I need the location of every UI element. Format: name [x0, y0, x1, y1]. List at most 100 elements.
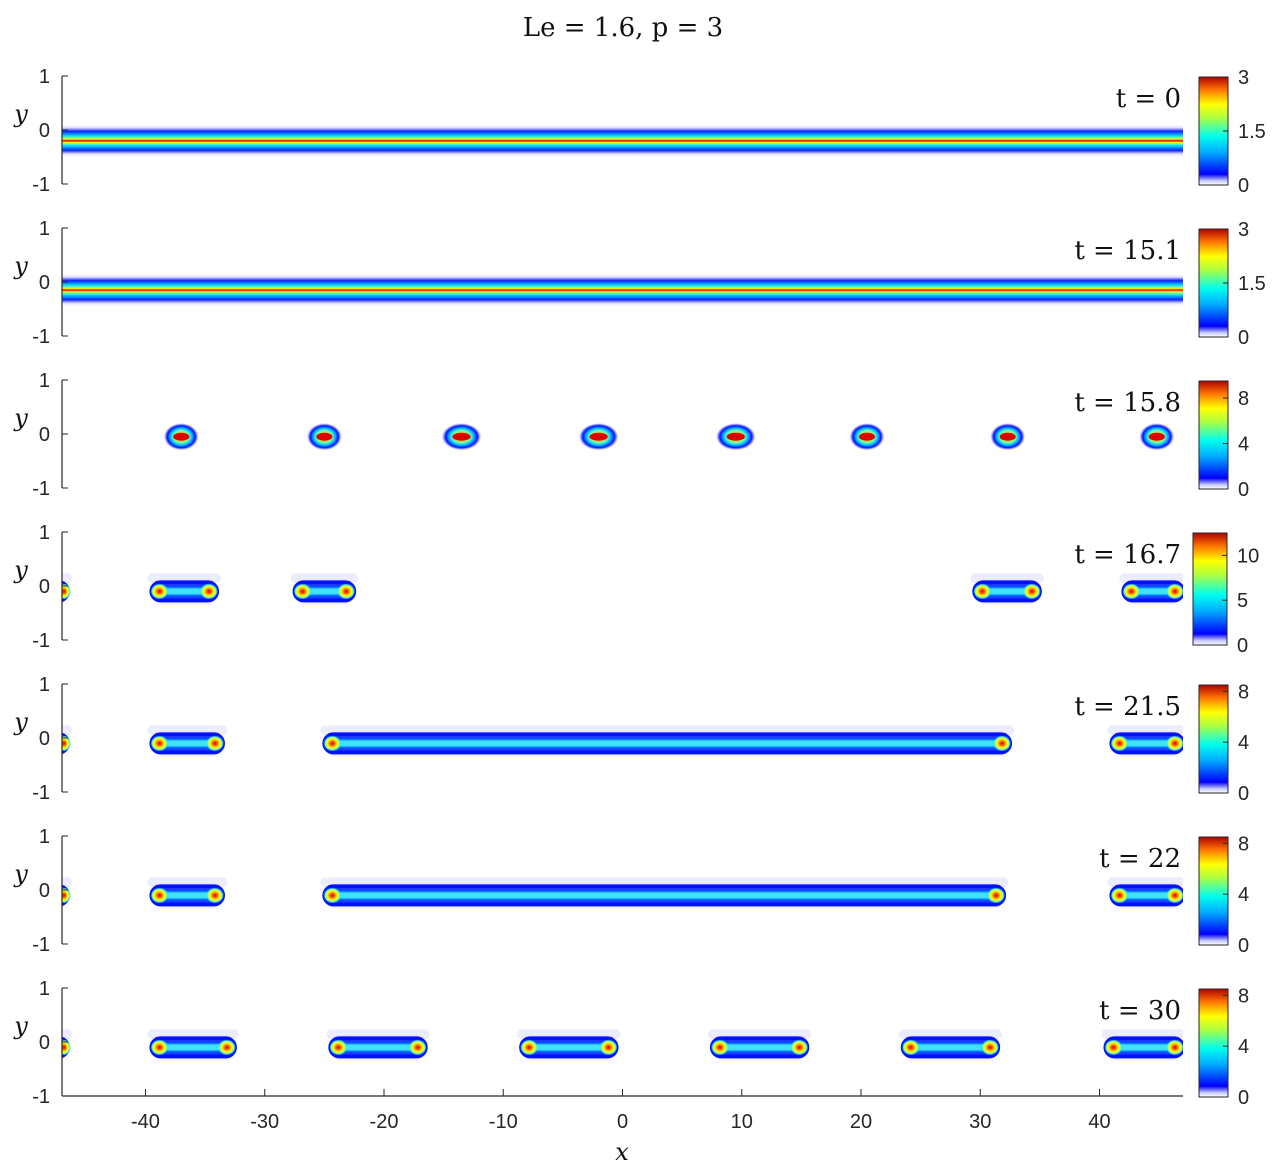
spot-core — [858, 432, 876, 441]
colorbar-tick-label: 0 — [1238, 327, 1249, 349]
structure-segment — [320, 877, 1009, 911]
y-tick-label: 0 — [39, 424, 50, 446]
halo — [62, 877, 72, 888]
colorbar-tick-label: 5 — [1237, 590, 1248, 612]
colorbar-tick-label: 8 — [1238, 681, 1249, 703]
colorbar — [1198, 836, 1229, 946]
panel-0: 1 0 -1 y t = 0 3 1.5 0 — [13, 66, 1266, 197]
halo — [62, 1029, 72, 1040]
x-tick-label: -10 — [489, 1111, 518, 1133]
segment-tip-right — [1166, 735, 1183, 752]
structure-segment — [1101, 1029, 1183, 1063]
segment-tip-right — [1166, 583, 1183, 600]
colorbar-tick-label: 3 — [1238, 219, 1249, 241]
segment-core — [1113, 1044, 1175, 1051]
x-tick-label: 30 — [969, 1111, 991, 1133]
y-tick-label: 0 — [39, 272, 50, 294]
colorbar — [1192, 532, 1228, 646]
y-tick-label: 0 — [39, 1032, 50, 1054]
structure-cap — [62, 1029, 72, 1061]
panel-plot-area — [62, 573, 1183, 607]
segment-tip-left — [973, 583, 992, 600]
panel-1: 1 0 -1 y t = 15.1 3 1.5 0 — [13, 0, 1266, 349]
segment-tip-right — [599, 1039, 618, 1056]
structure-band — [62, 123, 1183, 158]
segment-tip-right — [993, 735, 1012, 752]
neck-core — [86, 0, 110, 4]
structure-neck — [911, 0, 955, 9]
band — [62, 123, 1183, 158]
spot-core — [316, 432, 333, 441]
panel-plot-area — [62, 123, 1183, 158]
neck-core — [1064, 0, 1088, 4]
segment-core — [332, 740, 1003, 747]
structure-spot — [849, 422, 885, 451]
y-tick-label: 0 — [39, 576, 50, 598]
x-tick-label: 40 — [1088, 1111, 1110, 1133]
halo — [62, 725, 72, 736]
structure-neck — [863, 0, 907, 9]
x-tick-label: 10 — [731, 1111, 753, 1133]
segment-core — [719, 1044, 800, 1051]
neck-pinch — [207, 0, 251, 9]
structure-segment — [326, 1029, 430, 1063]
structure-segment — [147, 725, 227, 759]
neck-pinch — [863, 0, 907, 9]
segment-core — [1131, 588, 1175, 595]
cap-tip — [62, 583, 71, 600]
colorbar-tick-label: 0 — [1237, 635, 1248, 657]
segment-core — [332, 892, 997, 899]
segment-core — [159, 892, 215, 899]
structure-cap — [62, 573, 72, 605]
y-tick-label: 0 — [39, 880, 50, 902]
segment-tip-right — [987, 887, 1006, 904]
spot-core — [1148, 432, 1165, 441]
neck-core — [873, 0, 897, 4]
band — [62, 273, 1183, 308]
spot-core — [173, 432, 190, 441]
colorbar-tick-label: 8 — [1238, 985, 1249, 1007]
y-axis-label: y — [13, 100, 28, 128]
spot-core — [726, 432, 745, 441]
x-tick-label: -20 — [370, 1111, 399, 1133]
segment-core — [1119, 892, 1175, 899]
cap-tip — [62, 887, 71, 904]
x-tick-label: 0 — [617, 1111, 628, 1133]
structure-spot — [306, 422, 343, 451]
structure-segment — [898, 1029, 1003, 1063]
segment-core — [159, 740, 215, 747]
colorbar — [1198, 684, 1229, 794]
time-label: t = 15.8 — [1074, 388, 1181, 418]
segment-tip-left — [323, 887, 342, 904]
colorbar-tick-label: 4 — [1238, 884, 1249, 906]
neck-core — [921, 0, 945, 4]
segment-tip-left — [901, 1039, 920, 1056]
structure-neck — [1054, 0, 1098, 9]
segment-tip-left — [520, 1039, 539, 1056]
segment-tip-left — [150, 887, 169, 904]
y-tick-label: 1 — [39, 370, 50, 392]
neck-pinch — [911, 0, 955, 9]
colorbar-tick-label: 8 — [1238, 833, 1249, 855]
y-tick-label: -1 — [32, 934, 50, 956]
neck-pinch — [76, 0, 120, 9]
structure-segment — [1107, 877, 1183, 911]
segment-core — [1119, 740, 1175, 747]
structure-segment — [290, 573, 359, 607]
panel-plot-area — [62, 725, 1183, 759]
segment-core — [159, 1044, 227, 1051]
time-label: t = 16.7 — [1074, 540, 1181, 570]
time-label: t = 21.5 — [1074, 692, 1181, 722]
y-tick-label: -1 — [32, 782, 50, 804]
colorbar-tick-label: 0 — [1238, 783, 1249, 805]
segment-core — [982, 588, 1032, 595]
colorbar-tick-label: 1.5 — [1238, 273, 1266, 295]
structure-segment — [147, 573, 222, 607]
segment-tip-left — [329, 1039, 348, 1056]
y-axis-label: y — [13, 556, 28, 584]
structure-cap — [62, 725, 72, 757]
y-axis-label: y — [13, 860, 28, 888]
x-axis: -40 -30 -20 -10 0 10 20 30 40 — [62, 1089, 1183, 1133]
segment-tip-right — [205, 735, 224, 752]
